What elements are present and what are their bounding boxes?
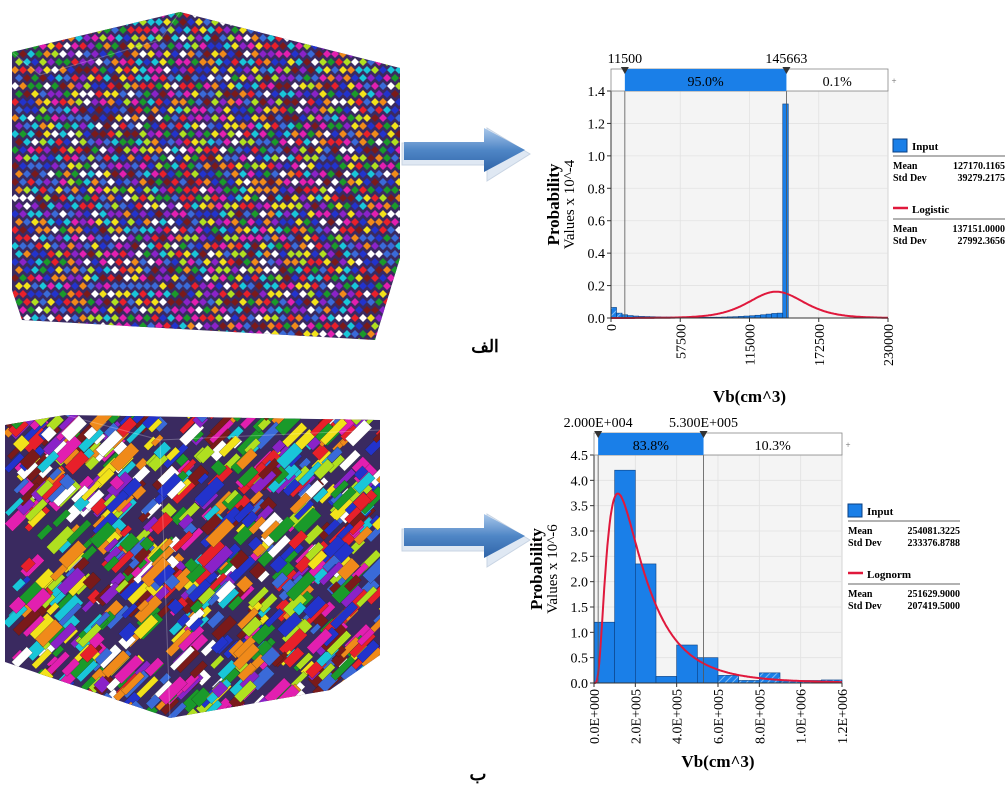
arrow-right-icon <box>401 513 531 568</box>
range-marker-label-right: 145663 <box>765 52 807 67</box>
microstructure-cube-coarse <box>5 415 380 718</box>
y-tick-label: 1.0 <box>588 150 606 165</box>
y-tick-label: 2.5 <box>571 550 589 565</box>
figure-label-bottom: ب <box>470 764 487 784</box>
legend-std-value: 233376.8788 <box>908 538 961 549</box>
range-marker-label-left: 2.000E+004 <box>564 416 633 431</box>
range-right-percent: 10.3% <box>755 439 792 454</box>
legend-std-label: Std Dev <box>893 173 927 184</box>
x-axis-title: Vb(cm^3) <box>713 387 786 406</box>
x-tick-label: 230000 <box>882 324 897 366</box>
range-middle-percent: 83.8% <box>633 439 670 454</box>
cube-edges <box>11 11 381 719</box>
histogram-bar <box>765 313 772 319</box>
y-tick-label: 1.0 <box>571 626 589 641</box>
chart-lognorm: 0.0 0.5 1.0 1.5 2.0 2.5 3.0 3.5 4.0 4.5 0.0E+000 2.… <box>527 416 960 771</box>
histogram-bar <box>717 675 739 684</box>
y-tick-label: 1.4 <box>588 85 606 100</box>
legend-swatch-box <box>892 138 908 153</box>
y-tick-label: 4.0 <box>571 474 589 489</box>
y-tick-label: 0.5 <box>571 652 589 667</box>
y-tick-label: 0.2 <box>588 280 606 295</box>
legend-mean-label: Mean <box>848 589 873 600</box>
range-marker-handle <box>594 431 603 438</box>
legend-std-value: 207419.5000 <box>908 601 961 612</box>
x-tick-label: 6.0E+005 <box>712 689 727 744</box>
histogram-bar <box>776 312 784 319</box>
y-tick-label: 0.4 <box>588 247 606 262</box>
y-tick-label: 0.6 <box>588 215 606 230</box>
chart-logistic: 0.0 0.2 0.4 0.6 0.8 1.0 1.2 1.4 0 57500 115000 1725… <box>544 52 1005 406</box>
range-end-mark: + <box>891 76 896 86</box>
legend-series-name: Logistic <box>912 204 949 216</box>
x-tick-label: 1.2E+006 <box>836 689 851 744</box>
histogram-bar <box>655 676 677 684</box>
range-marker-handle <box>620 67 629 74</box>
x-axis-title: Vb(cm^3) <box>681 752 754 771</box>
x-tick-label: 0 <box>605 324 620 331</box>
figure-label-top: الف <box>471 337 499 356</box>
y-tick-label: 1.5 <box>571 601 589 616</box>
y-tick-label: 0.0 <box>588 312 606 327</box>
histogram-bar <box>610 307 617 319</box>
range-marker-handle <box>782 67 791 74</box>
y-axis-title: Probability <box>527 528 546 610</box>
histogram-bar <box>782 103 789 319</box>
y-tick-label: 0.8 <box>588 182 606 197</box>
y-axis-scale: Values x 10^-4 <box>562 159 578 249</box>
legend-mean-value: 127170.1165 <box>953 161 1005 172</box>
legend-swatch-box <box>847 503 863 518</box>
x-tick-label: 8.0E+005 <box>753 689 768 744</box>
x-tick-label: 172500 <box>813 324 828 366</box>
y-tick-label: 3.0 <box>571 525 589 540</box>
legend-mean-label: Mean <box>848 526 873 537</box>
range-end-mark: + <box>845 440 850 450</box>
range-bar-selected <box>624 69 787 91</box>
y-tick-label: 1.2 <box>588 117 606 132</box>
x-tick-label: 57500 <box>674 324 689 359</box>
y-axis-title: Probability <box>544 163 563 245</box>
y-tick-label: 3.5 <box>571 500 589 515</box>
legend-mean-label: Mean <box>893 224 918 235</box>
legend-series-name: Lognorm <box>867 569 911 581</box>
legend-std-label: Std Dev <box>848 538 882 549</box>
arrow-right-icon <box>401 127 531 182</box>
x-tick-label: 0.0E+000 <box>588 689 603 744</box>
histogram-bar <box>771 313 778 319</box>
legend-series-name: Input <box>867 506 894 518</box>
legend-mean-value: 137151.0000 <box>953 224 1006 235</box>
legend-series-name: Input <box>912 141 939 153</box>
histogram-bar <box>635 563 657 684</box>
legend-std-value: 39279.2175 <box>958 173 1006 184</box>
y-tick-label: 2.0 <box>571 576 589 591</box>
range-marker-handle <box>699 431 708 438</box>
y-tick-label: 4.5 <box>571 449 589 464</box>
legend-mean-value: 251629.9000 <box>908 589 961 600</box>
legend-std-label: Std Dev <box>848 601 882 612</box>
legend-std-value: 27992.3656 <box>958 236 1006 247</box>
x-tick-label: 2.0E+005 <box>629 689 644 744</box>
x-tick-label: 4.0E+005 <box>671 689 686 744</box>
legend-std-label: Std Dev <box>893 236 927 247</box>
y-tick-label: 0.0 <box>571 677 589 692</box>
microstructure-cube-fine <box>12 12 400 340</box>
fit-curve <box>594 492 842 684</box>
x-tick-label: 1.0E+006 <box>795 689 810 744</box>
range-right-percent: 0.1% <box>823 75 853 90</box>
legend-mean-value: 254081.3225 <box>908 526 961 537</box>
range-marker-label-right: 5.300E+005 <box>669 416 738 431</box>
range-middle-percent: 95.0% <box>688 75 725 90</box>
range-marker-label-left: 11500 <box>608 52 642 67</box>
histogram-bar <box>614 469 636 684</box>
range-bar-selected <box>598 433 704 455</box>
x-tick-label: 115000 <box>744 324 759 365</box>
y-axis-scale: Values x 10^-6 <box>545 524 561 614</box>
legend-mean-label: Mean <box>893 161 918 172</box>
